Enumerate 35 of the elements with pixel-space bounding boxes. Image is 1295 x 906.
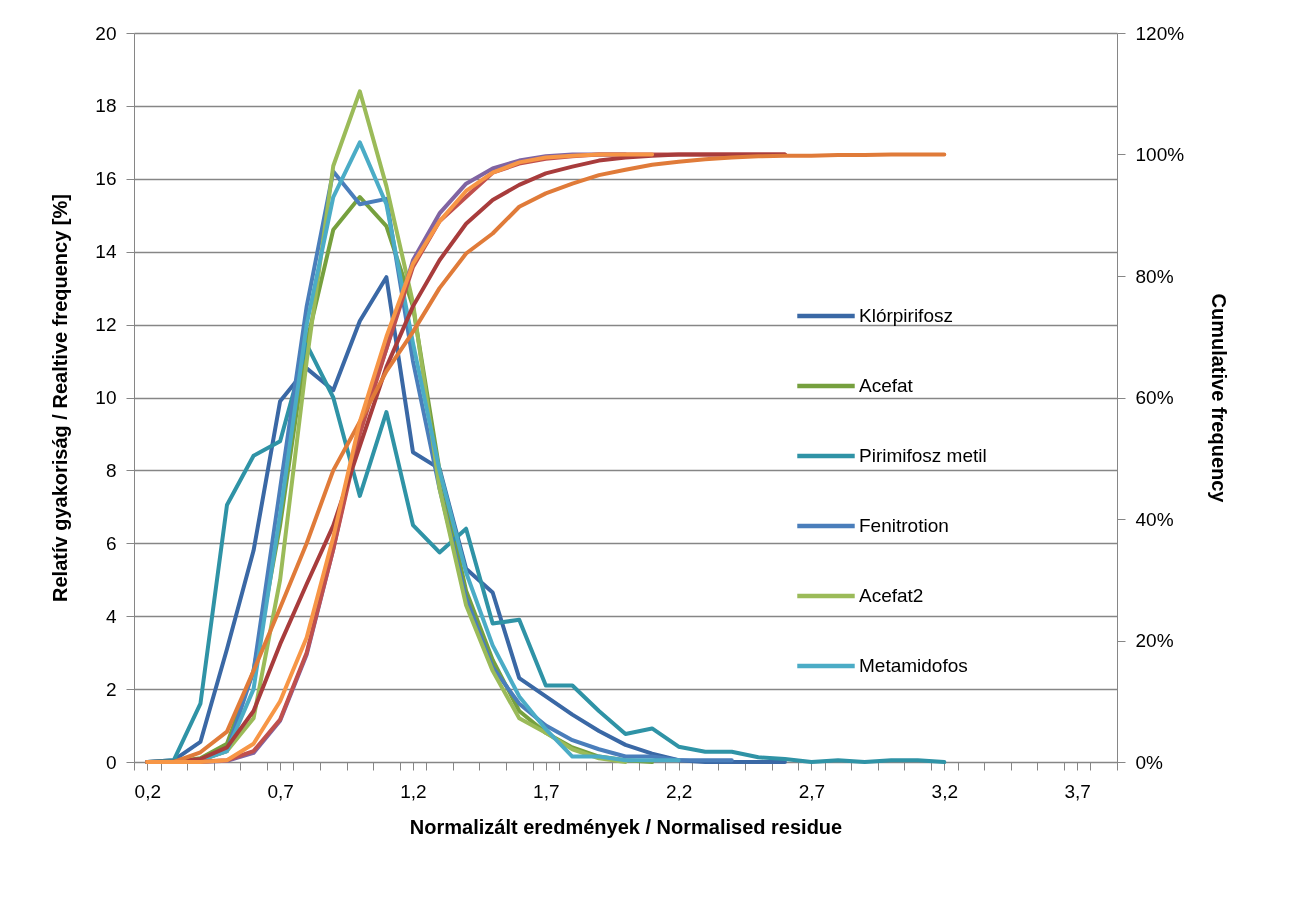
x-tick-label: 0,2 [134,780,161,802]
legend-label: Acefat2 [859,585,924,606]
y-tick-label: 14 [95,241,117,263]
y2-axis-title: Cumulative frequency [1208,293,1231,504]
y2-tick-label: 20% [1135,630,1174,651]
y-tick-label: 2 [105,678,117,700]
y-tick-label: 10 [95,387,117,408]
x-tick-label: 3,7 [1064,780,1091,802]
y2-tick-label: 80% [1135,265,1174,287]
y2-tick-label: 60% [1135,387,1174,408]
y-tick-label: 18 [95,95,117,117]
x-tick-label: 2,7 [798,780,826,802]
legend-label: Fenitrotion [859,515,949,536]
y-axis-title: Relatív gyakoriság / Realtive frequency [%] [49,194,72,602]
x-tick-label: 1,2 [400,780,427,802]
x-tick-label: 0,7 [267,780,294,802]
x-tick-label: 1,7 [533,780,560,802]
y2-tick-label: 100% [1135,144,1185,165]
y-tick-label: 0 [105,751,117,773]
y2-tick-label: 0% [1135,751,1164,773]
y2-tick-label: 120% [1135,22,1185,44]
y2-tick-label: 40% [1135,508,1174,530]
legend-label: Acefat [859,375,914,396]
y-tick-label: 12 [95,314,117,336]
y-tick-label: 4 [105,605,117,627]
y-tick-label: 6 [105,532,117,554]
x-axis-title: Normalizált eredmények / Normalised residue [409,815,843,838]
legend-label: Metamidofos [859,655,968,676]
legend-label: Klórpirifosz [859,305,953,326]
y-tick-label: 16 [95,168,117,190]
x-tick-label: 3,2 [931,780,959,802]
x-tick-label: 2,2 [665,780,693,802]
y-tick-label: 20 [95,22,117,44]
y-tick-label: 8 [105,459,117,481]
legend-label: Pirimifosz metil [859,445,987,466]
